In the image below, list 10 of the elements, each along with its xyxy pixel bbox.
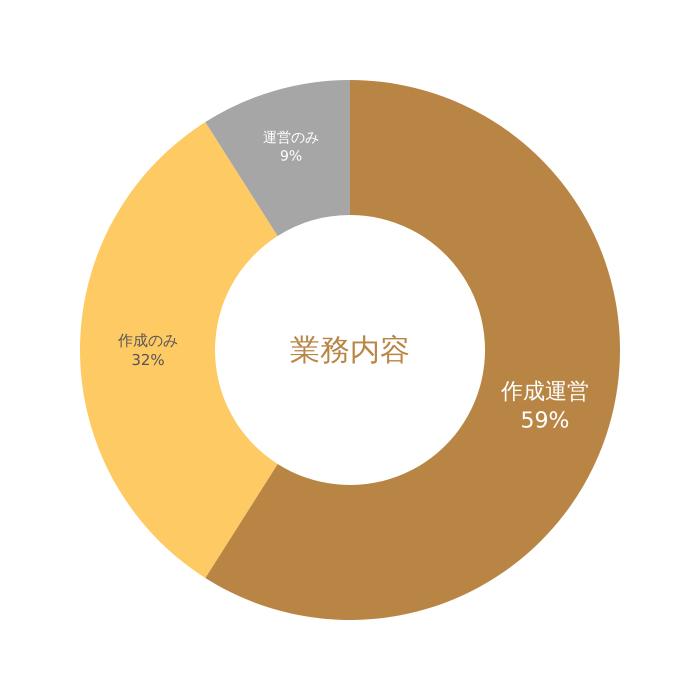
donut-slice [80,122,278,578]
slice-label: 作成運営 [500,380,589,405]
donut-slice [205,80,620,620]
donut-slice [205,80,350,236]
slice-label: 運営のみ [263,130,320,146]
text: 業務内容 [290,333,410,368]
data-label: 59% [520,408,570,434]
data-label: 32% [131,350,165,369]
data-label: 9% [280,148,302,164]
slice-label: 作成のみ [117,331,178,350]
